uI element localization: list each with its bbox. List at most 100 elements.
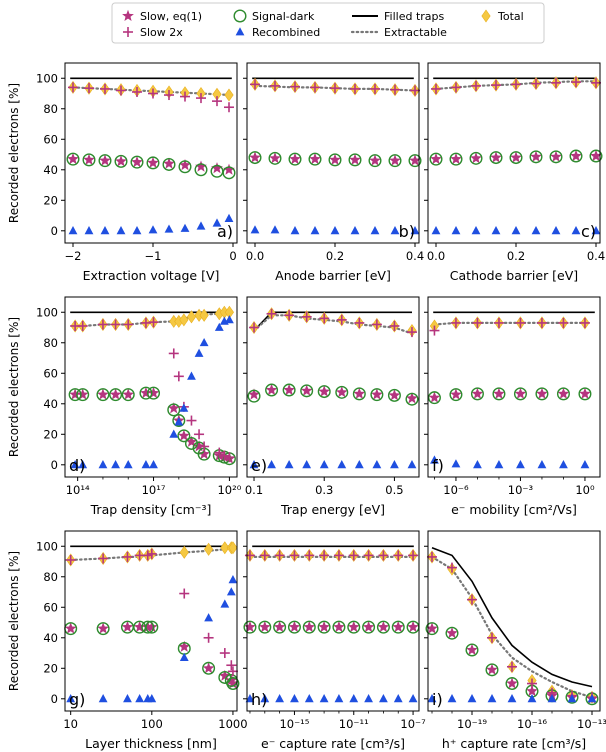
slow-eq1-point: [353, 387, 366, 399]
recombined-point: [451, 459, 461, 468]
y-tick-label: 60: [43, 600, 58, 614]
slow-2x-point: [250, 79, 260, 90]
signal-dark-point: [317, 620, 331, 634]
slow-eq1-point: [269, 152, 281, 164]
signal-dark-point: [391, 620, 405, 634]
slow-2x-point: [363, 550, 374, 561]
total-point: [186, 310, 197, 324]
total-point: [224, 88, 234, 102]
panel-label: f): [432, 456, 444, 475]
slow-eq1-point: [430, 152, 442, 165]
signal-dark-point: [287, 620, 301, 634]
recombined-point: [587, 693, 597, 703]
signal-dark-point: [177, 429, 191, 443]
signal-dark-point: [469, 151, 483, 165]
slow-eq1-point: [147, 386, 160, 399]
signal-dark-point: [405, 392, 419, 406]
slow-2x-point: [450, 317, 461, 328]
slow-2x-point: [591, 77, 601, 88]
slow-eq1-point: [121, 620, 134, 633]
signal-dark-point: [68, 388, 82, 402]
slow-eq1-point: [303, 620, 316, 633]
recombined-point: [431, 225, 441, 235]
recombined-point: [379, 693, 388, 703]
slow-2x-point: [558, 317, 569, 328]
legend-swatch: [123, 27, 133, 37]
signal-dark-point: [362, 620, 376, 634]
axes-frame: [246, 296, 420, 478]
slow-eq1-point: [407, 620, 419, 633]
x-tick-label: 10⁻¹¹: [339, 717, 369, 731]
recombined-point: [319, 459, 329, 469]
slow-eq1-point: [273, 620, 286, 633]
x-tick-label: 0.0: [246, 249, 264, 263]
slow-2x-point: [493, 317, 504, 328]
recombined-point: [132, 225, 142, 235]
recombined-point: [204, 613, 214, 622]
signal-dark-point: [328, 153, 342, 167]
slow-2x-point: [319, 313, 330, 324]
x-tick-label: 10⁻⁷: [400, 717, 426, 731]
x-tick-label: 10⁰: [575, 483, 595, 497]
x-tick-label: 10: [63, 717, 78, 731]
slow-eq1-point: [446, 627, 458, 639]
signal-dark-point: [265, 383, 279, 397]
signal-dark-point: [445, 626, 459, 640]
slow-eq1-point: [193, 440, 205, 452]
x-tick-label: 10⁻¹³: [577, 717, 606, 731]
x-axis-label: Trap density [cm⁻³]: [90, 502, 212, 517]
series-group: [64, 541, 240, 703]
y-tick-label: 40: [43, 397, 58, 411]
signal-dark-point: [268, 151, 282, 165]
signal-dark-point: [449, 388, 463, 402]
slow-eq1-point: [99, 154, 111, 166]
slow-2x-point: [410, 85, 420, 96]
slow-eq1-point: [289, 152, 301, 165]
x-axis-label: Layer thickness [nm]: [85, 736, 217, 751]
slow-2x-point: [354, 317, 365, 328]
slow-eq1-point: [167, 402, 180, 414]
recombined-point: [66, 693, 76, 703]
signal-dark-point: [449, 152, 463, 166]
x-tick-label: 10²⁰: [217, 483, 241, 497]
slow-2x-point: [336, 314, 347, 325]
slow-2x-point: [97, 319, 108, 330]
recombined-point: [527, 693, 537, 703]
series-group: [247, 307, 419, 469]
slow-eq1-point: [536, 387, 548, 399]
recombined-point: [225, 315, 234, 324]
slow-2x-point: [390, 84, 400, 95]
recombined-point: [507, 693, 517, 703]
x-tick-label: 0.3: [315, 483, 333, 497]
slow-2x-point: [467, 594, 477, 605]
slow-2x-point: [199, 441, 210, 452]
slow-eq1-point: [178, 429, 190, 441]
y-tick-label: 100: [36, 305, 58, 319]
recombined-point: [135, 693, 145, 703]
signal-dark-point: [376, 620, 390, 634]
recombined-point: [179, 652, 189, 662]
slow-2x-point: [571, 77, 581, 88]
slow-eq1-point: [388, 389, 401, 401]
x-tick-label: 0.2: [507, 249, 525, 263]
recombined-point: [100, 225, 110, 235]
recombined-point: [68, 225, 78, 235]
slow-2x-point: [249, 322, 260, 333]
x-tick-label: 10⁻⁶: [443, 483, 469, 497]
slow-eq1-point: [202, 662, 215, 674]
signal-dark-point: [470, 387, 484, 401]
total-point: [179, 313, 189, 327]
slow-2x-point: [180, 91, 190, 102]
signal-dark-point: [282, 383, 296, 397]
signal-dark-point: [352, 387, 366, 401]
slow-eq1-point: [147, 156, 159, 168]
slow-eq1-point: [470, 152, 482, 164]
slow-eq1-point: [471, 387, 484, 399]
signal-dark-point: [427, 391, 441, 405]
slow-eq1-point: [362, 620, 375, 633]
slow-eq1-point: [76, 388, 89, 400]
signal-dark-point: [425, 622, 439, 636]
slow-eq1-point: [550, 150, 562, 162]
slow-eq1-point: [195, 160, 207, 172]
x-axis-label: e⁻ mobility [cm²/Vs]: [451, 502, 577, 517]
